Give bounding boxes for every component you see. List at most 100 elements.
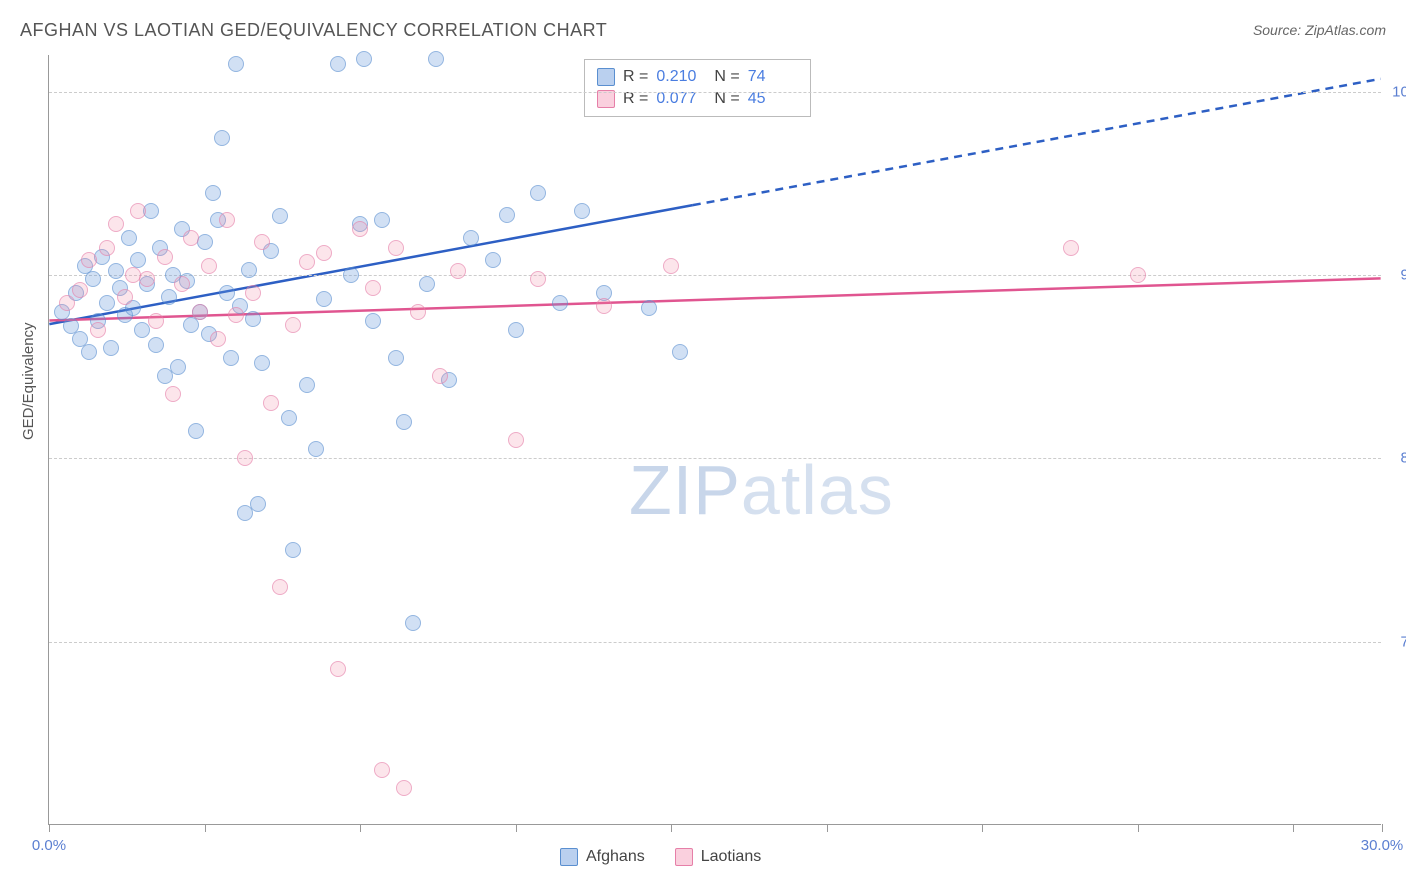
xtick [671, 824, 672, 832]
scatter-point-afghans [121, 230, 137, 246]
scatter-point-afghans [574, 203, 590, 219]
scatter-point-afghans [388, 350, 404, 366]
scatter-point-laotians [254, 234, 270, 250]
watermark: ZIPatlas [629, 450, 894, 530]
scatter-point-laotians [432, 368, 448, 384]
stat-r-value-afghans: 0.210 [656, 68, 706, 86]
xtick [827, 824, 828, 832]
chart-title: AFGHAN VS LAOTIAN GED/EQUIVALENCY CORREL… [20, 20, 607, 41]
scatter-point-afghans [228, 56, 244, 72]
scatter-point-afghans [308, 441, 324, 457]
scatter-point-laotians [174, 276, 190, 292]
scatter-point-afghans [343, 267, 359, 283]
trend-lines-svg [49, 55, 1381, 824]
scatter-point-afghans [214, 130, 230, 146]
scatter-point-laotians [99, 240, 115, 256]
scatter-point-laotians [396, 780, 412, 796]
scatter-point-laotians [365, 280, 381, 296]
scatter-point-afghans [552, 295, 568, 311]
xtick [205, 824, 206, 832]
scatter-point-laotians [330, 661, 346, 677]
ytick-label: 90.0% [1388, 267, 1406, 284]
legend-label-afghans: Afghans [586, 848, 645, 866]
scatter-point-afghans [374, 212, 390, 228]
scatter-point-afghans [356, 51, 372, 67]
xtick [982, 824, 983, 832]
scatter-point-laotians [130, 203, 146, 219]
ytick-label: 70.0% [1388, 633, 1406, 650]
scatter-point-laotians [299, 254, 315, 270]
swatch-pink-icon [675, 848, 693, 866]
scatter-point-laotians [1063, 240, 1079, 256]
scatter-point-afghans [170, 359, 186, 375]
scatter-point-laotians [352, 221, 368, 237]
scatter-point-afghans [250, 496, 266, 512]
swatch-blue-icon [597, 68, 615, 86]
xtick [1382, 824, 1383, 832]
scatter-point-afghans [641, 300, 657, 316]
scatter-point-laotians [530, 271, 546, 287]
scatter-point-laotians [219, 212, 235, 228]
scatter-point-laotians [157, 249, 173, 265]
scatter-point-afghans [485, 252, 501, 268]
swatch-pink-icon [597, 90, 615, 108]
gridline-h [49, 642, 1381, 643]
scatter-point-afghans [188, 423, 204, 439]
legend-item-laotians: Laotians [675, 848, 762, 866]
scatter-point-laotians [81, 252, 97, 268]
scatter-point-laotians [508, 432, 524, 448]
scatter-point-afghans [330, 56, 346, 72]
scatter-point-afghans [108, 263, 124, 279]
scatter-point-afghans [316, 291, 332, 307]
scatter-point-laotians [59, 295, 75, 311]
scatter-point-afghans [499, 207, 515, 223]
scatter-point-laotians [1130, 267, 1146, 283]
stat-n-label: N = [714, 90, 739, 108]
scatter-point-afghans [99, 295, 115, 311]
scatter-point-laotians [201, 258, 217, 274]
scatter-point-laotians [183, 230, 199, 246]
scatter-point-laotians [388, 240, 404, 256]
scatter-point-laotians [108, 216, 124, 232]
scatter-point-afghans [205, 185, 221, 201]
stats-row-afghans: R = 0.210 N = 74 [597, 66, 798, 88]
scatter-point-afghans [161, 289, 177, 305]
xtick [49, 824, 50, 832]
chart-source: Source: ZipAtlas.com [1253, 22, 1386, 38]
scatter-point-afghans [254, 355, 270, 371]
legend-item-afghans: Afghans [560, 848, 645, 866]
stat-n-value-afghans: 74 [748, 68, 798, 86]
scatter-point-afghans [85, 271, 101, 287]
y-axis-label: GED/Equivalency [20, 322, 37, 440]
scatter-point-laotians [663, 258, 679, 274]
scatter-point-afghans [365, 313, 381, 329]
scatter-point-afghans [463, 230, 479, 246]
scatter-point-afghans [530, 185, 546, 201]
stat-n-label: N = [714, 68, 739, 86]
scatter-point-laotians [90, 322, 106, 338]
scatter-point-afghans [285, 542, 301, 558]
xtick [516, 824, 517, 832]
scatter-point-afghans [148, 337, 164, 353]
scatter-point-afghans [419, 276, 435, 292]
scatter-point-laotians [285, 317, 301, 333]
xtick [1138, 824, 1139, 832]
gridline-h [49, 92, 1381, 93]
scatter-point-afghans [272, 208, 288, 224]
swatch-blue-icon [560, 848, 578, 866]
stat-r-value-laotians: 0.077 [656, 90, 706, 108]
scatter-point-laotians [410, 304, 426, 320]
ytick-label: 100.0% [1388, 83, 1406, 100]
plot-area: ZIPatlas R = 0.210 N = 74 R = 0.077 N = … [48, 55, 1381, 825]
scatter-point-afghans [299, 377, 315, 393]
scatter-point-laotians [228, 307, 244, 323]
scatter-point-afghans [241, 262, 257, 278]
scatter-point-laotians [272, 579, 288, 595]
legend-label-laotians: Laotians [701, 848, 762, 866]
scatter-point-afghans [130, 252, 146, 268]
scatter-point-laotians [148, 313, 164, 329]
scatter-point-laotians [596, 298, 612, 314]
scatter-point-afghans [223, 350, 239, 366]
scatter-point-afghans [219, 285, 235, 301]
xtick-label: 0.0% [32, 837, 66, 854]
